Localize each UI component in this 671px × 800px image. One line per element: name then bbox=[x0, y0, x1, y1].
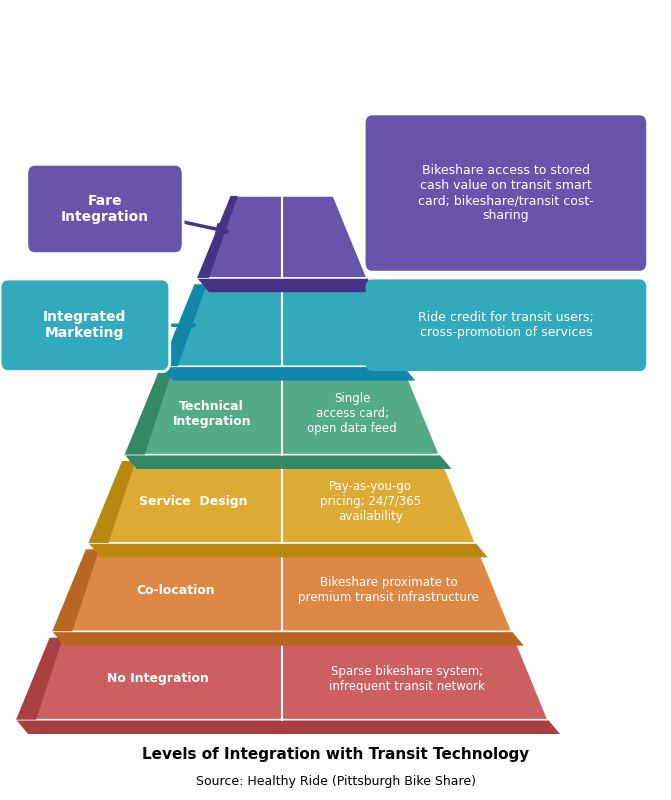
Polygon shape bbox=[161, 284, 207, 366]
Polygon shape bbox=[16, 720, 560, 734]
Text: Sparse bikeshare system;
infrequent transit network: Sparse bikeshare system; infrequent tran… bbox=[329, 665, 484, 693]
Text: Levels of Integration with Transit Technology: Levels of Integration with Transit Techn… bbox=[142, 747, 529, 762]
Polygon shape bbox=[125, 454, 452, 469]
Polygon shape bbox=[89, 461, 136, 543]
FancyBboxPatch shape bbox=[0, 279, 170, 371]
Polygon shape bbox=[125, 373, 440, 454]
Polygon shape bbox=[161, 366, 415, 381]
Text: No Integration: No Integration bbox=[107, 672, 209, 685]
Polygon shape bbox=[197, 278, 379, 292]
Polygon shape bbox=[197, 196, 367, 278]
Polygon shape bbox=[161, 284, 403, 366]
Text: Fare
Integration: Fare Integration bbox=[61, 194, 149, 224]
Polygon shape bbox=[197, 196, 238, 278]
Polygon shape bbox=[89, 543, 488, 558]
Text: Single
access card;
open data feed: Single access card; open data feed bbox=[307, 392, 397, 435]
Text: Technical
Integration: Technical Integration bbox=[172, 400, 251, 428]
Polygon shape bbox=[89, 461, 476, 543]
Text: Ride credit for transit users;
cross-promotion of services: Ride credit for transit users; cross-pro… bbox=[418, 311, 594, 339]
Text: Co-location: Co-location bbox=[136, 584, 215, 597]
Text: Source: Healthy Ride (Pittsburgh Bike Share): Source: Healthy Ride (Pittsburgh Bike Sh… bbox=[195, 774, 476, 787]
Text: Bikeshare proximate to
premium transit infrastructure: Bikeshare proximate to premium transit i… bbox=[298, 576, 479, 604]
FancyBboxPatch shape bbox=[366, 115, 646, 270]
FancyBboxPatch shape bbox=[27, 164, 183, 254]
Polygon shape bbox=[16, 638, 548, 720]
Polygon shape bbox=[52, 550, 99, 631]
Polygon shape bbox=[52, 631, 524, 646]
FancyBboxPatch shape bbox=[366, 279, 646, 371]
Polygon shape bbox=[125, 373, 172, 454]
Text: Integrated
Marketing: Integrated Marketing bbox=[43, 310, 127, 340]
Text: Service  Design: Service Design bbox=[140, 495, 248, 509]
Text: Pay-as-you-go
pricing; 24/7/365
availability: Pay-as-you-go pricing; 24/7/365 availabi… bbox=[320, 481, 421, 523]
Polygon shape bbox=[16, 638, 63, 720]
Polygon shape bbox=[52, 550, 512, 631]
Text: Bikeshare access to stored
cash value on transit smart
card; bikeshare/transit c: Bikeshare access to stored cash value on… bbox=[418, 164, 594, 222]
